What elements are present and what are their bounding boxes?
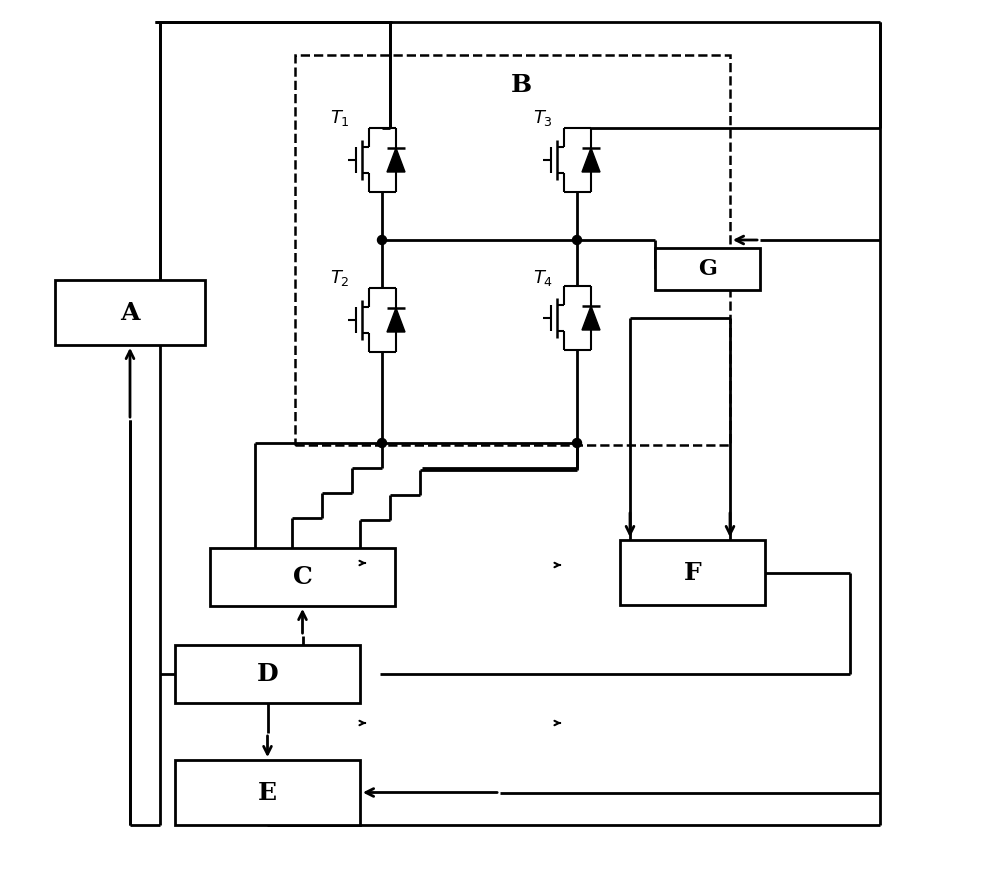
Text: C: C [293,565,312,589]
Text: G: G [698,258,717,280]
Bar [175,760,360,825]
Circle shape [572,236,582,245]
Circle shape [572,439,582,448]
Polygon shape [582,148,600,172]
Polygon shape [387,308,405,332]
Text: $T_4$: $T_4$ [533,268,553,288]
Bar [55,280,205,345]
Text: $T_3$: $T_3$ [533,108,553,128]
Bar [175,645,360,703]
Bar [655,248,760,290]
Polygon shape [387,148,405,172]
Text: $T_1$: $T_1$ [330,108,350,128]
Bar [295,55,730,445]
Bar [620,540,765,605]
Text: E: E [258,781,277,804]
Polygon shape [582,306,600,330]
Circle shape [378,439,386,448]
Bar [210,548,395,606]
Text: B: B [511,73,532,97]
Text: F: F [684,561,701,585]
Text: D: D [257,662,278,686]
Text: $T_2$: $T_2$ [330,268,350,288]
Text: A: A [120,300,140,324]
Circle shape [378,236,386,245]
